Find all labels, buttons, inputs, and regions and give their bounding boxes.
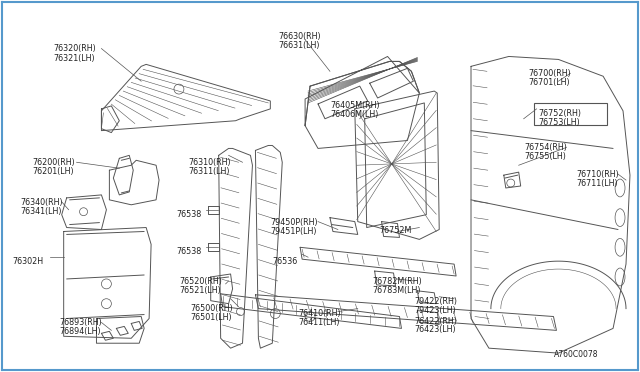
Text: A760C0078: A760C0078 <box>554 350 598 359</box>
Text: 76422(RH): 76422(RH) <box>414 317 457 326</box>
Text: 76701(LH): 76701(LH) <box>529 78 570 87</box>
Text: 76711(LH): 76711(LH) <box>577 179 618 188</box>
Text: 76321(LH): 76321(LH) <box>54 54 95 62</box>
Text: 76753(LH): 76753(LH) <box>539 118 580 127</box>
Text: 76894(LH): 76894(LH) <box>60 327 101 336</box>
Text: 76754(RH): 76754(RH) <box>525 144 568 153</box>
Text: 76536: 76536 <box>272 257 298 266</box>
Text: 76423(LH): 76423(LH) <box>414 326 456 334</box>
Text: 76500(RH): 76500(RH) <box>191 304 234 313</box>
Text: 76410(RH): 76410(RH) <box>298 309 340 318</box>
Text: 76520(RH): 76520(RH) <box>179 277 222 286</box>
Text: 76320(RH): 76320(RH) <box>54 44 97 52</box>
Text: 76201(LH): 76201(LH) <box>32 167 74 176</box>
Text: 76630(RH): 76630(RH) <box>278 32 321 41</box>
Text: 76501(LH): 76501(LH) <box>191 312 232 321</box>
Text: 76310(RH): 76310(RH) <box>189 158 232 167</box>
Text: 76783M(LH): 76783M(LH) <box>372 286 421 295</box>
Text: 79451P(LH): 79451P(LH) <box>270 227 317 235</box>
Text: 76521(LH): 76521(LH) <box>179 286 221 295</box>
Text: 76782M(RH): 76782M(RH) <box>372 277 422 286</box>
Text: 76311(LH): 76311(LH) <box>189 167 230 176</box>
Text: 76700(RH): 76700(RH) <box>529 69 572 78</box>
Text: 76755(LH): 76755(LH) <box>525 153 566 161</box>
Text: 76893(RH): 76893(RH) <box>60 318 102 327</box>
Text: 76752M: 76752M <box>380 225 412 235</box>
Text: 76538: 76538 <box>176 247 201 256</box>
Text: 76752(RH): 76752(RH) <box>539 109 582 118</box>
Text: 79422(RH): 79422(RH) <box>414 297 458 306</box>
Text: 76200(RH): 76200(RH) <box>32 158 75 167</box>
Text: 76538: 76538 <box>176 210 201 219</box>
Text: 76341(LH): 76341(LH) <box>20 207 61 216</box>
Text: 76340(RH): 76340(RH) <box>20 198 63 207</box>
Text: 76411(LH): 76411(LH) <box>298 318 340 327</box>
Text: 79450P(RH): 79450P(RH) <box>270 218 318 227</box>
Text: 79423(LH): 79423(LH) <box>414 306 456 315</box>
Text: 76710(RH): 76710(RH) <box>577 170 619 179</box>
Text: 76406M(LH): 76406M(LH) <box>330 110 378 119</box>
Text: 76631(LH): 76631(LH) <box>278 41 320 49</box>
Text: 76302H: 76302H <box>12 257 43 266</box>
Text: 76405M(RH): 76405M(RH) <box>330 101 380 110</box>
